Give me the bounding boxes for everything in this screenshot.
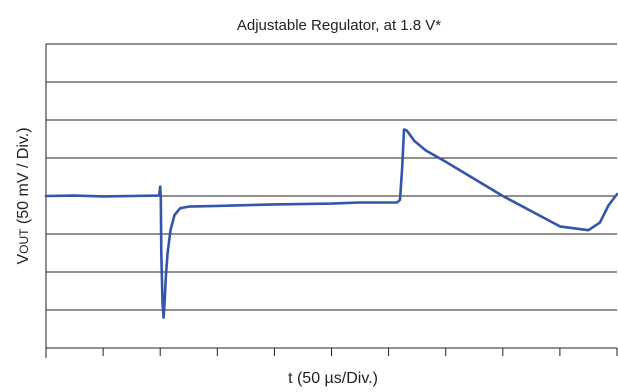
chart-title: Adjustable Regulator, at 1.8 V*	[237, 17, 441, 34]
y-axis-label-subscript: OUT	[17, 228, 31, 254]
y-axis-label: VOUT (50 mV / Div.)	[15, 127, 32, 264]
x-axis-label: t (50 µs/Div.)	[288, 370, 378, 387]
axes	[45, 44, 618, 358]
y-axis-label-suffix: (50 mV / Div.)	[15, 127, 32, 228]
y-axis-label-prefix: V	[15, 254, 32, 265]
series-line-1	[44, 128, 618, 319]
grid-lines	[46, 43, 617, 311]
series-layer	[44, 128, 618, 319]
